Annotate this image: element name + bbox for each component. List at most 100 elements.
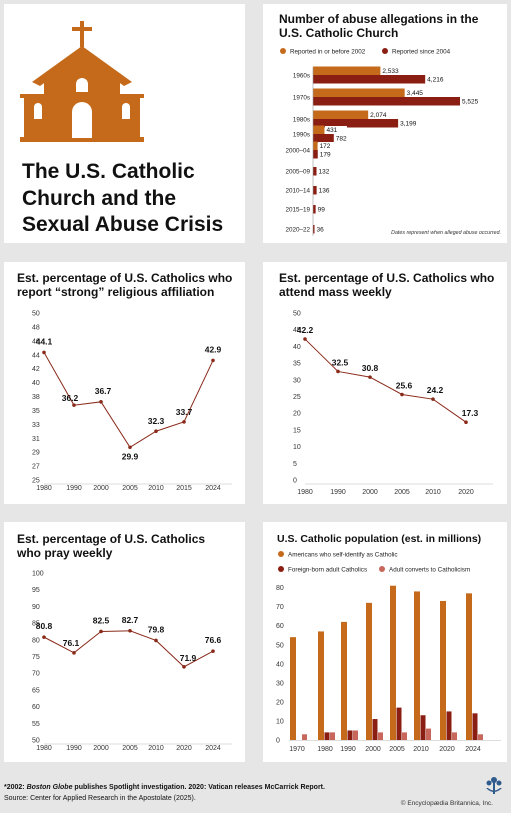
allegations-chart: Reported in or before 2002 Reported since… <box>280 48 501 236</box>
pray-chart: 50 55 60 65 70 75 80 85 90 95 100 80.8 1980 76.1 1990 8… <box>32 571 232 752</box>
bar-label-bg <box>380 67 403 75</box>
bar-self-identify <box>466 593 472 740</box>
data-point <box>211 649 215 653</box>
data-value-label: 33.7 <box>176 407 193 417</box>
data-value-label: 36.2 <box>62 393 79 403</box>
data-point <box>154 638 158 643</box>
y-tick-label: 65 <box>32 687 40 694</box>
data-value-label: 36.7 <box>95 386 112 396</box>
data-value-label: 82.5 <box>93 615 110 625</box>
bar-self-identify <box>341 621 347 740</box>
data-value-label: 29.9 <box>122 451 139 461</box>
data-point <box>303 337 307 341</box>
y-tick-label: 31 <box>32 436 40 443</box>
y-tick-label: 20 <box>293 411 301 418</box>
data-point <box>154 429 158 434</box>
y-tick-label: 50 <box>276 642 284 649</box>
data-point <box>400 392 404 397</box>
bar-label-bg <box>405 89 428 97</box>
category-label: 1960s <box>293 73 310 80</box>
bar-value-label: 179 <box>320 152 331 159</box>
x-tick-label: 1970 <box>289 746 305 753</box>
data-value-label: 76.1 <box>63 638 80 648</box>
legend-label-self-identify: Americans who self-identify as Catholic <box>288 552 398 559</box>
bar-value-label: 782 <box>336 136 347 143</box>
y-tick-label: 45 <box>293 327 301 334</box>
y-tick-label: 75 <box>32 654 40 661</box>
y-tick-label: 80 <box>276 585 284 592</box>
bar-reported-before <box>313 110 369 119</box>
x-tick-label: 2010 <box>148 485 164 492</box>
y-tick-label: 0 <box>276 738 280 745</box>
bar-self-identify <box>366 602 372 740</box>
y-tick-label: 60 <box>32 704 40 711</box>
bar-foreign-born <box>347 730 353 740</box>
y-tick-label: 30 <box>293 377 301 384</box>
bar-label-bg <box>324 126 347 134</box>
footer-note-italic: Boston Globe <box>26 784 73 791</box>
data-value-label: 71.9 <box>180 653 197 663</box>
y-tick-label: 25 <box>293 394 301 401</box>
y-tick-label: 30 <box>276 680 284 687</box>
data-point <box>182 665 186 669</box>
legend-swatch-self-identify <box>278 551 284 557</box>
bar-reported-since <box>313 134 334 143</box>
data-value-label: 79.8 <box>148 624 165 634</box>
chart-note: Dates represent when alleged abuse occur… <box>391 230 501 236</box>
y-tick-label: 80 <box>32 637 40 644</box>
legend-label-converts: Adult converts to Catholicism <box>389 567 470 574</box>
x-tick-label: 1990 <box>66 485 82 492</box>
category-label: 2020–22 <box>285 227 310 234</box>
main-title-line-2: Church and the <box>22 186 177 210</box>
population-title: U.S. Catholic population (est. in millio… <box>277 533 482 545</box>
data-value-label: 42.9 <box>205 344 222 354</box>
y-tick-label: 35 <box>32 408 40 415</box>
data-value-label: 32.3 <box>148 416 165 426</box>
data-point <box>99 400 103 404</box>
legend-swatch-reported-since <box>382 48 388 54</box>
y-tick-label: 95 <box>32 587 40 594</box>
bar-value-label: 99 <box>318 207 326 214</box>
bar-value-label: 431 <box>326 127 337 134</box>
britannica-thistle-icon <box>486 777 502 794</box>
bar-foreign-born <box>324 732 330 740</box>
bar-self-identify <box>414 591 420 740</box>
strong-title: Est. percentage of U.S. Catholics who re… <box>17 271 233 299</box>
data-point <box>464 420 468 425</box>
y-tick-label: 70 <box>276 604 284 611</box>
bar-foreign-born <box>472 713 478 740</box>
x-tick-label: 2020 <box>458 489 474 496</box>
bar-value-label: 136 <box>319 188 330 195</box>
y-tick-label: 5 <box>293 461 297 468</box>
y-tick-label: 40 <box>293 344 301 351</box>
x-tick-label: 2010 <box>425 489 441 496</box>
bar-label-bg <box>318 142 341 150</box>
x-tick-label: 2024 <box>205 485 221 492</box>
y-tick-label: 85 <box>32 621 40 628</box>
bar-reported-since <box>313 75 426 84</box>
bar-foreign-born <box>372 719 378 740</box>
x-tick-label: 2024 <box>205 745 221 752</box>
y-tick-label: 35 <box>293 361 301 368</box>
data-point <box>336 369 340 374</box>
mass-panel: Est. percentage of U.S. Catholics who at… <box>263 262 507 504</box>
allegations-panel: Number of abuse allegations in the U.S. … <box>263 4 507 243</box>
x-tick-label: 2000 <box>362 489 378 496</box>
britannica-credit: © Encyclopædia Britannica, Inc. <box>400 800 493 807</box>
main-title: The U.S. Catholic Church and the Sexual … <box>22 159 252 239</box>
category-label: 2000–04 <box>285 148 310 155</box>
bar-value-label: 2,074 <box>370 112 387 119</box>
y-tick-label: 70 <box>32 671 40 678</box>
data-value-label: 32.5 <box>332 357 349 367</box>
data-point <box>72 403 76 407</box>
bar-reported-since <box>313 119 399 128</box>
bar-self-identify <box>290 637 296 740</box>
bar-converts <box>302 734 307 740</box>
main-title-line-3: Sexual Abuse Crisis <box>22 213 224 236</box>
bar-value-label: 3,445 <box>407 90 424 97</box>
church-icon <box>20 21 144 142</box>
y-tick-label: 29 <box>32 450 40 457</box>
bar-converts <box>330 732 335 740</box>
y-tick-label: 38 <box>32 394 40 401</box>
y-tick-label: 10 <box>293 444 301 451</box>
